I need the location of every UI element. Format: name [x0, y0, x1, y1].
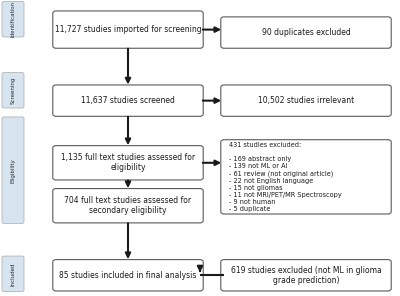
Text: 1,135 full text studies assessed for
eligibility: 1,135 full text studies assessed for eli… — [61, 153, 195, 173]
Text: Eligibility: Eligibility — [10, 158, 16, 183]
Text: 85 studies included in final analysis: 85 studies included in final analysis — [59, 271, 197, 280]
FancyBboxPatch shape — [221, 140, 391, 214]
FancyBboxPatch shape — [2, 1, 24, 37]
Text: 10,502 studies irrelevant: 10,502 studies irrelevant — [258, 96, 354, 105]
FancyBboxPatch shape — [53, 11, 203, 48]
FancyBboxPatch shape — [2, 117, 24, 223]
Text: 11,727 studies imported for screening: 11,727 studies imported for screening — [55, 25, 201, 34]
FancyBboxPatch shape — [221, 17, 391, 48]
FancyBboxPatch shape — [2, 256, 24, 292]
FancyBboxPatch shape — [53, 146, 203, 180]
Text: 704 full text studies assessed for
secondary eligibility: 704 full text studies assessed for secon… — [64, 196, 192, 215]
Text: 619 studies excluded (not ML in glioma
grade prediction): 619 studies excluded (not ML in glioma g… — [231, 266, 381, 285]
Text: Identification: Identification — [10, 1, 16, 37]
FancyBboxPatch shape — [221, 85, 391, 116]
FancyBboxPatch shape — [221, 260, 391, 291]
FancyBboxPatch shape — [53, 85, 203, 116]
Text: 11,637 studies screened: 11,637 studies screened — [81, 96, 175, 105]
Text: Screening: Screening — [10, 77, 16, 104]
FancyBboxPatch shape — [53, 189, 203, 223]
FancyBboxPatch shape — [2, 73, 24, 108]
Text: 431 studies excluded:

- 169 abstract only
- 139 not ML or AI
- 61 review (not o: 431 studies excluded: - 169 abstract onl… — [229, 142, 342, 212]
Text: 90 duplicates excluded: 90 duplicates excluded — [262, 28, 350, 37]
Text: Included: Included — [10, 262, 16, 286]
FancyBboxPatch shape — [53, 260, 203, 291]
